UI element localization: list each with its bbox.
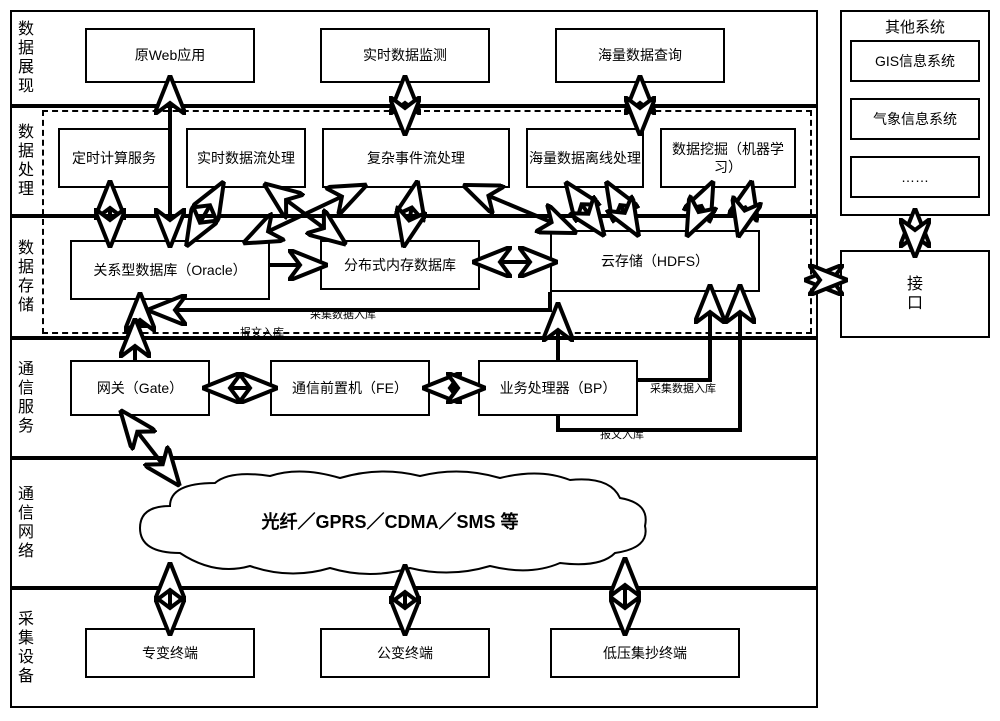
layer-label-1: 数据展现: [16, 18, 36, 98]
dashed-region: [42, 110, 812, 334]
box-label: 公变终端: [377, 644, 433, 662]
interface-label: 接口: [900, 262, 930, 326]
box-lowvolt-terminal: 低压集抄终端: [550, 628, 740, 678]
box-more: ……: [850, 156, 980, 198]
layer-label-2: 数据处理: [16, 118, 36, 204]
box-label: 网关（Gate）: [97, 379, 183, 397]
box-label: ……: [901, 168, 929, 186]
box-label: 业务处理器（BP）: [500, 379, 617, 397]
layer-label-5: 通信网络: [16, 470, 36, 576]
layer-label-6: 采集设备: [16, 600, 36, 696]
label-msg-in-1: 报文入库: [240, 324, 284, 340]
box-label: 通信前置机（FE）: [292, 379, 408, 397]
diagram-canvas: 数据展现 原Web应用 实时数据监测 海量数据查询 数据处理 定时计算服务 实时…: [10, 10, 990, 711]
box-weather: 气象信息系统: [850, 98, 980, 140]
label-msg-in-2: 报文入库: [600, 426, 644, 442]
box-mass-query: 海量数据查询: [555, 28, 725, 83]
box-special-terminal: 专变终端: [85, 628, 255, 678]
box-realtime-monitor: 实时数据监测: [320, 28, 490, 83]
box-public-terminal: 公变终端: [320, 628, 490, 678]
box-web-app: 原Web应用: [85, 28, 255, 83]
box-label: 专变终端: [142, 644, 198, 662]
box-label: GIS信息系统: [875, 52, 955, 70]
box-fe: 通信前置机（FE）: [270, 360, 430, 416]
label-data-in-2: 采集数据入库: [650, 380, 716, 396]
other-systems-title: 其他系统: [840, 16, 990, 37]
box-label: 气象信息系统: [873, 110, 957, 128]
box-gate: 网关（Gate）: [70, 360, 210, 416]
layer-label-4: 通信服务: [16, 350, 36, 446]
cloud-label: 光纤／GPRS／CDMA／SMS 等: [190, 508, 590, 534]
label-data-in-1: 采集数据入库: [310, 306, 376, 322]
box-label: 低压集抄终端: [603, 644, 687, 662]
box-bp: 业务处理器（BP）: [478, 360, 638, 416]
box-label: 原Web应用: [135, 46, 206, 64]
layer-label-3: 数据存储: [16, 228, 36, 326]
box-gis: GIS信息系统: [850, 40, 980, 82]
box-label: 实时数据监测: [363, 46, 447, 64]
box-label: 海量数据查询: [598, 46, 682, 64]
